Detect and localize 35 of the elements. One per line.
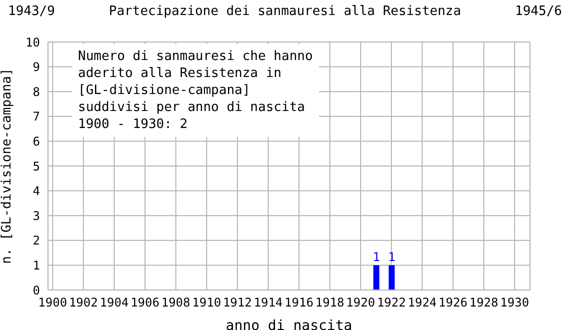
x-tick-label: 1910 bbox=[192, 296, 222, 310]
x-tick-label: 1918 bbox=[315, 296, 344, 310]
x-axis-title: anno di nascita bbox=[226, 318, 352, 330]
x-tick-label: 1922 bbox=[376, 296, 406, 310]
y-tick-label: 3 bbox=[32, 208, 40, 223]
y-axis-title: n. [GL-divisione-campana] bbox=[0, 68, 15, 264]
x-tick-label: 1930 bbox=[500, 296, 530, 310]
y-tick-label: 7 bbox=[32, 110, 40, 124]
x-tick-label: 1920 bbox=[346, 296, 376, 310]
x-tick-label: 1906 bbox=[130, 296, 160, 310]
x-tick-label: 1904 bbox=[100, 296, 129, 310]
data-label: 1 bbox=[388, 250, 396, 264]
text: 1943/9 bbox=[8, 4, 55, 19]
y-tick-label: 10 bbox=[26, 35, 40, 50]
y-tick-label: 4 bbox=[32, 184, 40, 198]
y-tick-label: 8 bbox=[32, 84, 40, 99]
y-tick-label: 2 bbox=[32, 234, 40, 248]
y-tick-label: 6 bbox=[32, 134, 40, 148]
x-tick-label: 1902 bbox=[68, 296, 98, 310]
x-tick-label: 1924 bbox=[408, 296, 437, 310]
x-tick-label: 1916 bbox=[284, 296, 314, 310]
data-label: 1 bbox=[372, 250, 380, 264]
x-tick-label: 1908 bbox=[161, 296, 190, 310]
text: 1945/6 bbox=[515, 4, 562, 19]
x-tick-label: 1914 bbox=[254, 296, 283, 310]
y-tick-label: 0 bbox=[32, 283, 40, 298]
x-tick-label: 1928 bbox=[469, 296, 498, 310]
y-tick-label: 5 bbox=[32, 159, 40, 174]
chart-title: Partecipazione dei sanmauresi alla Resistenza bbox=[108, 4, 462, 19]
y-tick-label: 1 bbox=[32, 258, 40, 272]
annotation: Numero di sanmauresi che hanno aderito alla Resistenza in [GL-divisione-campana] suddivisi per anno di nascita 1900 - 1930: 2 bbox=[72, 44, 319, 137]
x-tick-label: 1926 bbox=[438, 296, 468, 310]
x-tick-label: 1900 bbox=[38, 296, 68, 310]
y-tick-label: 9 bbox=[32, 60, 40, 74]
x-tick-label: 1912 bbox=[222, 296, 252, 310]
